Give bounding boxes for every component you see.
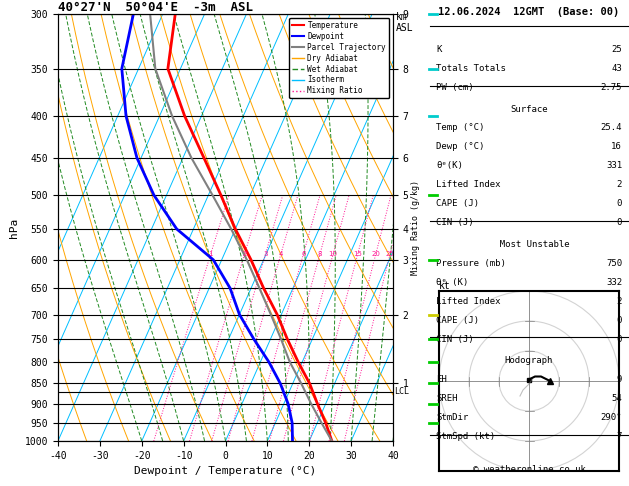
Text: 1: 1 xyxy=(208,251,213,258)
Text: CIN (J): CIN (J) xyxy=(436,335,474,344)
Text: Mixing Ratio (g/kg): Mixing Ratio (g/kg) xyxy=(411,180,420,275)
Text: CAPE (J): CAPE (J) xyxy=(436,316,479,325)
Text: 6: 6 xyxy=(301,251,306,258)
Text: 43: 43 xyxy=(611,64,622,73)
Text: 10: 10 xyxy=(328,251,338,258)
X-axis label: Dewpoint / Temperature (°C): Dewpoint / Temperature (°C) xyxy=(135,466,316,476)
Text: 8: 8 xyxy=(318,251,322,258)
Text: 332: 332 xyxy=(606,278,622,287)
Text: Surface: Surface xyxy=(510,104,548,114)
Text: Lifted Index: Lifted Index xyxy=(436,297,501,306)
Text: Totals Totals: Totals Totals xyxy=(436,64,506,73)
Text: 2: 2 xyxy=(616,297,622,306)
Text: θᵉ (K): θᵉ (K) xyxy=(436,278,468,287)
Text: Lifted Index: Lifted Index xyxy=(436,180,501,190)
Text: 25: 25 xyxy=(386,251,394,258)
Text: kt: kt xyxy=(439,281,451,291)
Text: 0: 0 xyxy=(616,335,622,344)
Text: CAPE (J): CAPE (J) xyxy=(436,199,479,208)
Text: 0: 0 xyxy=(616,218,622,227)
Text: 7: 7 xyxy=(616,433,622,441)
Text: 2: 2 xyxy=(616,180,622,190)
Text: Pressure (mb): Pressure (mb) xyxy=(436,259,506,268)
Text: 3: 3 xyxy=(263,251,267,258)
Text: Most Unstable: Most Unstable xyxy=(489,240,569,249)
Text: 331: 331 xyxy=(606,161,622,171)
Text: Temp (°C): Temp (°C) xyxy=(436,123,484,133)
Text: LCL: LCL xyxy=(394,387,409,396)
Legend: Temperature, Dewpoint, Parcel Trajectory, Dry Adiabat, Wet Adiabat, Isotherm, Mi: Temperature, Dewpoint, Parcel Trajectory… xyxy=(289,18,389,98)
Text: 750: 750 xyxy=(606,259,622,268)
Text: 20: 20 xyxy=(371,251,380,258)
Text: 9: 9 xyxy=(616,376,622,384)
Text: 2: 2 xyxy=(242,251,247,258)
Text: 4: 4 xyxy=(279,251,283,258)
Text: © weatheronline.co.uk: © weatheronline.co.uk xyxy=(472,465,586,474)
Text: StmDir: StmDir xyxy=(436,414,468,422)
Text: 12.06.2024  12GMT  (Base: 00): 12.06.2024 12GMT (Base: 00) xyxy=(438,7,620,17)
Text: StmSpd (kt): StmSpd (kt) xyxy=(436,433,495,441)
Text: K: K xyxy=(436,45,442,54)
Text: EH: EH xyxy=(436,376,447,384)
Text: Hodograph: Hodograph xyxy=(505,356,553,365)
Text: 290°: 290° xyxy=(601,414,622,422)
Text: 54: 54 xyxy=(611,395,622,403)
Text: Dewp (°C): Dewp (°C) xyxy=(436,142,484,152)
Text: km
ASL: km ASL xyxy=(396,12,414,33)
Y-axis label: hPa: hPa xyxy=(9,217,19,238)
Text: θᵉ(K): θᵉ(K) xyxy=(436,161,463,171)
Text: 25: 25 xyxy=(611,45,622,54)
Text: 40°27'N  50°04'E  -3m  ASL: 40°27'N 50°04'E -3m ASL xyxy=(58,1,253,14)
Text: PW (cm): PW (cm) xyxy=(436,83,474,92)
Text: 15: 15 xyxy=(353,251,362,258)
Text: 0: 0 xyxy=(616,199,622,208)
Text: 2.75: 2.75 xyxy=(601,83,622,92)
Text: SREH: SREH xyxy=(436,395,457,403)
Text: 25.4: 25.4 xyxy=(601,123,622,133)
Text: CIN (J): CIN (J) xyxy=(436,218,474,227)
Text: 16: 16 xyxy=(611,142,622,152)
Text: 0: 0 xyxy=(616,316,622,325)
